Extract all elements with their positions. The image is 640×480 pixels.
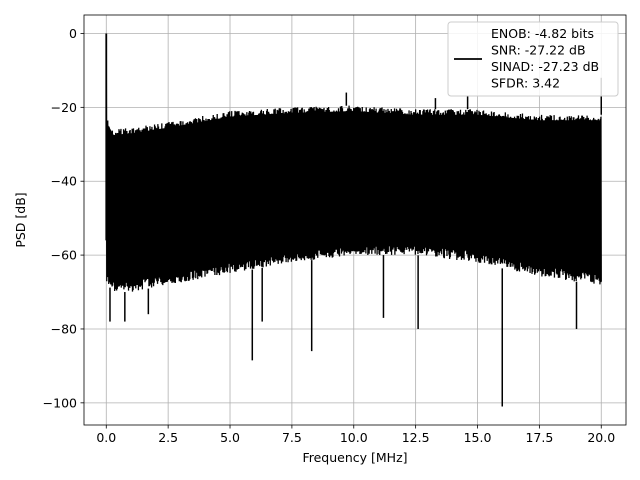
series-layer: [105, 33, 603, 407]
x-tick-label: 10.0: [340, 430, 368, 445]
x-tick-label: 0.0: [96, 430, 116, 445]
y-axis-label: PSD [dB]: [13, 192, 28, 247]
psd-band: [107, 111, 602, 278]
legend: ENOB: -4.82 bits SNR: -27.22 dB SINAD: -…: [447, 21, 619, 97]
x-tick-label: 2.5: [158, 430, 178, 445]
y-tick-label: −60: [51, 248, 77, 263]
plot-frame: [83, 14, 627, 426]
y-tick-label: 0: [69, 26, 77, 41]
legend-line-enob: ENOB: -4.82 bits: [491, 26, 594, 41]
y-tick-label: −40: [51, 174, 77, 189]
x-tick-label: 20.0: [587, 430, 615, 445]
x-axis-label: Frequency [MHz]: [302, 450, 407, 465]
x-tick-label: 7.5: [282, 430, 302, 445]
y-axis: 0 −20 −40 −60 −80 −100: [43, 26, 84, 410]
y-tick-label: −100: [43, 395, 77, 410]
legend-line-sinad: SINAD: -27.23 dB: [491, 59, 599, 74]
x-tick-label: 15.0: [464, 430, 492, 445]
legend-line-sfdr: SFDR: 3.42: [491, 76, 560, 91]
x-tick-label: 5.0: [220, 430, 240, 445]
psd-series: [105, 33, 603, 407]
x-tick-label: 12.5: [402, 430, 430, 445]
y-tick-label: −20: [51, 100, 77, 115]
x-tick-label: 17.5: [525, 430, 553, 445]
y-tick-label: −80: [51, 321, 77, 336]
legend-line-snr: SNR: -27.22 dB: [491, 43, 586, 58]
x-axis: 0.0 2.5 5.0 7.5 10.0 12.5 15.0 17.5 20.0: [96, 425, 615, 445]
legend-box: [447, 21, 619, 97]
